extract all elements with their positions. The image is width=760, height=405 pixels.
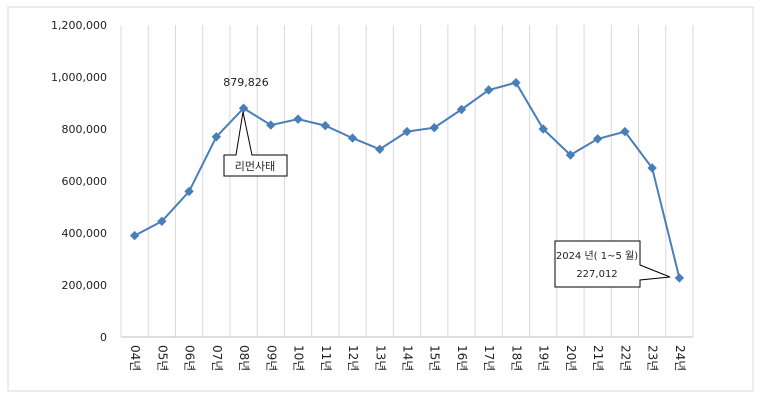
data-point xyxy=(238,103,249,113)
x-tick-label: 18년 xyxy=(509,345,523,371)
y-tick-label: 1,200,000 xyxy=(51,19,107,32)
peak-value-label: 879,826 xyxy=(223,76,269,89)
x-tick-label: 06년 xyxy=(183,345,197,371)
x-tick-label: 24년 xyxy=(673,345,687,371)
chart-border xyxy=(7,6,754,392)
y-tick-label: 1,000,000 xyxy=(51,71,107,84)
grid-layer xyxy=(120,25,694,337)
data-point xyxy=(620,126,630,137)
event-callout-label: 리먼사태 xyxy=(235,160,275,173)
y-tick-label: 200,000 xyxy=(62,279,108,292)
y-tick-label: 0 xyxy=(100,331,107,344)
x-tick-label: 14년 xyxy=(401,345,415,371)
data-point xyxy=(484,85,494,95)
data-point xyxy=(211,132,222,142)
series-layer xyxy=(129,78,685,283)
data-point xyxy=(565,150,576,160)
last-value-callout-line2: 227,012 xyxy=(576,269,617,280)
data-point xyxy=(429,122,439,133)
x-tick-label: 16년 xyxy=(455,345,469,371)
x-tick-label: 12년 xyxy=(346,345,360,371)
x-tick-label: 23년 xyxy=(646,345,660,371)
last-value-callout-box xyxy=(554,240,671,288)
y-tick-label: 800,000 xyxy=(62,123,108,136)
y-tick-label: 600,000 xyxy=(62,175,108,188)
data-point xyxy=(157,216,167,227)
data-point xyxy=(375,144,385,154)
data-point xyxy=(456,104,467,115)
x-tick-label: 05년 xyxy=(155,345,169,371)
data-point xyxy=(402,126,412,137)
y-tick-label: 400,000 xyxy=(62,227,108,240)
x-tick-label: 13년 xyxy=(373,345,387,371)
x-tick-label: 04년 xyxy=(128,345,142,371)
data-point xyxy=(647,163,657,173)
x-tick-label: 22년 xyxy=(618,345,632,371)
data-point xyxy=(674,273,685,283)
data-point xyxy=(538,124,548,134)
x-tick-label: 19년 xyxy=(537,345,551,371)
x-tick-label: 15년 xyxy=(428,345,442,371)
axis-layer: 0 200,000 400,000 600,000 800,000 1,000,000 1,… xyxy=(51,19,693,371)
last-value-callout-line1: 2024 년( 1~5 월) xyxy=(556,250,638,262)
x-tick-label: 21년 xyxy=(591,345,605,371)
x-tick-label: 08년 xyxy=(237,345,251,371)
x-tick-label: 09년 xyxy=(264,345,278,371)
event-callout-box xyxy=(223,111,288,177)
data-point xyxy=(511,78,521,88)
x-tick-label: 11년 xyxy=(319,345,333,371)
x-tick-label: 20년 xyxy=(564,345,578,371)
x-tick-label: 17년 xyxy=(482,345,496,371)
x-tick-label: 10년 xyxy=(292,345,306,371)
data-point xyxy=(266,120,276,130)
data-point xyxy=(320,120,330,131)
data-point xyxy=(129,230,140,241)
x-tick-label: 07년 xyxy=(210,345,224,371)
data-point xyxy=(347,133,358,143)
data-point xyxy=(592,134,603,144)
data-point xyxy=(184,186,194,197)
data-point xyxy=(293,114,303,124)
